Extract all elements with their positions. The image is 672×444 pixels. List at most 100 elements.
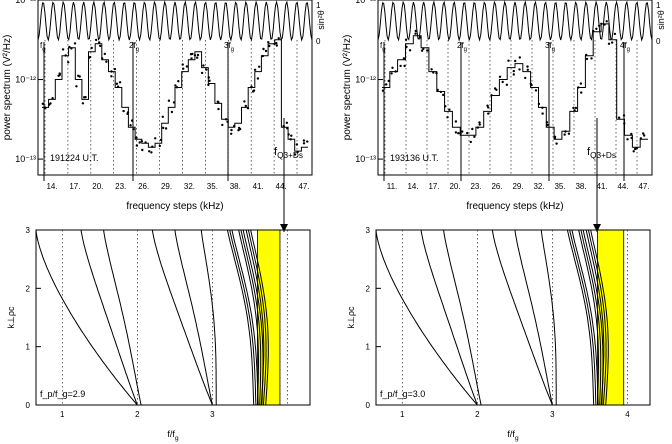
data-point bbox=[414, 29, 417, 33]
harmonic-label: fg bbox=[380, 41, 386, 53]
spectrum-panel-1 bbox=[377, 0, 653, 181]
data-point bbox=[252, 89, 256, 92]
data-point bbox=[630, 132, 633, 136]
data-point bbox=[130, 119, 134, 122]
data-point bbox=[73, 42, 77, 45]
data-point bbox=[99, 44, 102, 48]
y-tick-label: 2 bbox=[26, 284, 31, 293]
x-axis-label: frequency steps (kHz) bbox=[126, 201, 223, 212]
dispersion-curve bbox=[226, 229, 255, 406]
data-point bbox=[391, 66, 394, 70]
data-point bbox=[67, 61, 70, 64]
data-point bbox=[518, 56, 521, 59]
data-point bbox=[164, 127, 168, 130]
data-point bbox=[185, 65, 189, 68]
data-point bbox=[498, 75, 502, 79]
data-point bbox=[275, 44, 278, 47]
y-tick-label: 3 bbox=[26, 226, 31, 235]
data-point bbox=[295, 143, 299, 146]
data-point bbox=[277, 37, 280, 40]
data-point bbox=[262, 47, 265, 51]
data-point bbox=[487, 112, 490, 115]
dispersion-curve bbox=[578, 229, 599, 405]
data-point bbox=[524, 76, 527, 80]
spectrum-frame bbox=[377, 0, 653, 176]
dispersion-curve bbox=[247, 229, 267, 406]
data-point bbox=[150, 151, 153, 154]
x-tick-label: 20. bbox=[449, 182, 460, 191]
data-point bbox=[90, 46, 93, 50]
data-point bbox=[572, 106, 575, 110]
data-point bbox=[207, 83, 210, 87]
highlight-band bbox=[597, 229, 625, 406]
data-point bbox=[122, 109, 125, 113]
data-point bbox=[237, 126, 241, 130]
data-point bbox=[555, 142, 558, 145]
data-point bbox=[454, 131, 458, 134]
data-point bbox=[290, 134, 293, 137]
dispersion-curve bbox=[80, 229, 138, 406]
y-tick-label: 2 bbox=[366, 284, 371, 293]
data-point bbox=[196, 56, 199, 59]
dispersion-curve bbox=[245, 229, 265, 406]
x-tick-label: 2 bbox=[135, 410, 140, 419]
x-tick-label: 14. bbox=[407, 182, 418, 191]
data-point bbox=[189, 53, 193, 56]
data-point bbox=[154, 137, 157, 140]
y-tick-label: 1 bbox=[366, 343, 371, 352]
data-point bbox=[633, 147, 637, 151]
data-point bbox=[643, 134, 646, 137]
dispersion-curve bbox=[540, 229, 557, 405]
data-point bbox=[402, 57, 406, 60]
data-point bbox=[563, 133, 566, 136]
data-point bbox=[420, 49, 424, 52]
data-point bbox=[541, 112, 544, 115]
dispersion-curve bbox=[238, 229, 259, 405]
dispersion-curve bbox=[569, 229, 597, 406]
data-point bbox=[81, 102, 85, 105]
x-tick-label: 35. bbox=[554, 182, 565, 191]
data-point bbox=[230, 132, 233, 135]
harmonic-label: fg bbox=[40, 41, 46, 53]
right-tick-label: 0 bbox=[316, 37, 321, 46]
dispersion-curve bbox=[514, 229, 553, 406]
data-point bbox=[473, 135, 476, 138]
data-point bbox=[422, 47, 425, 51]
right-tick-label: 0 bbox=[656, 37, 661, 46]
x-tick-label: 47. bbox=[298, 182, 309, 191]
dispersion-curve bbox=[590, 229, 609, 406]
data-point bbox=[208, 79, 211, 83]
y-axis-label: power spectrum (V²/Hz) bbox=[2, 35, 13, 141]
data-point bbox=[507, 59, 510, 62]
data-point bbox=[103, 52, 107, 56]
data-point bbox=[115, 82, 119, 86]
y-axis-label: k⊥ρc bbox=[346, 306, 356, 328]
x-tick-label: 14. bbox=[46, 182, 57, 191]
data-point bbox=[534, 89, 538, 92]
data-point bbox=[607, 42, 611, 45]
data-point bbox=[622, 114, 626, 117]
dispersion-curve bbox=[240, 229, 262, 406]
data-point bbox=[448, 108, 451, 111]
data-point bbox=[461, 130, 464, 133]
data-point bbox=[457, 132, 460, 135]
data-point bbox=[505, 83, 509, 87]
dispersion-curve bbox=[443, 229, 482, 406]
data-point bbox=[221, 123, 224, 127]
data-point bbox=[148, 150, 151, 153]
y-axis-label: k⊥ρc bbox=[6, 306, 16, 328]
annotation-label: fQ3+Ds bbox=[587, 146, 616, 160]
sin2-curve bbox=[37, 0, 313, 42]
data-point bbox=[526, 65, 529, 68]
data-point bbox=[167, 99, 171, 102]
data-point bbox=[574, 106, 578, 110]
data-point bbox=[174, 84, 177, 87]
spectrum-step-line bbox=[382, 23, 648, 148]
x-axis-label: f/fg bbox=[167, 429, 179, 442]
x-tick-label: 29. bbox=[512, 182, 523, 191]
data-point bbox=[243, 100, 246, 103]
data-point bbox=[49, 102, 52, 105]
data-point bbox=[258, 65, 261, 68]
x-tick-label: 32. bbox=[184, 182, 195, 191]
